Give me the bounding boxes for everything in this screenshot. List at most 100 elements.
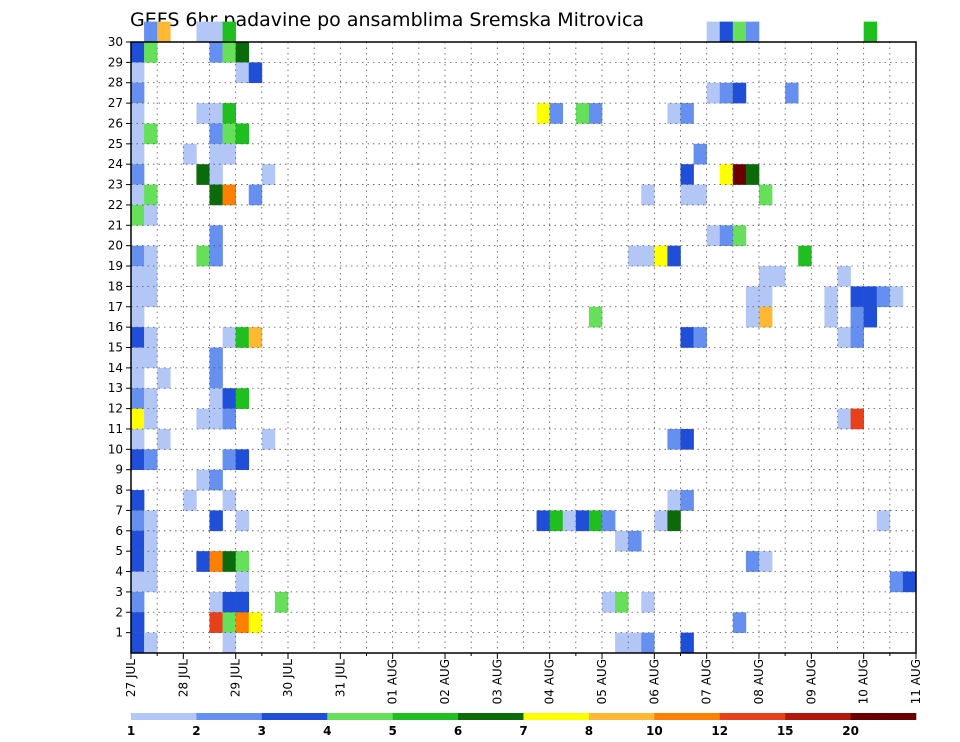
- colorbar-swatch: [131, 713, 197, 720]
- cell-t39-m19: [641, 245, 655, 267]
- y-tick-label: 19: [108, 259, 123, 273]
- cell-t5-m8: [196, 469, 210, 491]
- y-tick-label: 2: [115, 605, 123, 619]
- cell-t31-m26: [536, 103, 550, 124]
- cell-t1-m5: [144, 530, 158, 552]
- y-tick-label: 15: [108, 341, 123, 355]
- cell-t34-m6: [575, 510, 590, 532]
- x-tick-label: 03 AUG: [490, 659, 504, 704]
- cell-t6-m14: [209, 347, 223, 369]
- cell-t53-m17: [824, 286, 838, 308]
- cell-t8-m28: [235, 62, 250, 84]
- x-tick-label: 27 JUL: [124, 659, 138, 697]
- cell-t48-m22: [759, 184, 773, 206]
- cell-t1-m3: [144, 571, 158, 593]
- x-tick-label: 29 JUL: [229, 659, 243, 697]
- cell-t0-m28: [131, 62, 145, 84]
- cell-t36-m6: [602, 510, 616, 532]
- y-tick-label: 29: [108, 55, 123, 69]
- cell-t1-m29: [144, 42, 158, 63]
- cell-t56-m17: [863, 286, 878, 308]
- cell-t2-m13: [157, 367, 171, 389]
- y-tick-label: 13: [108, 381, 123, 395]
- x-tick-label: 01 AUG: [386, 659, 400, 704]
- y-axis: 1234567891011121314151617181920212223242…: [108, 35, 131, 640]
- colorbar-label: 7: [519, 724, 527, 738]
- cell-t47-m17: [745, 286, 760, 308]
- cell-t0-m21: [131, 204, 145, 226]
- y-tick-label: 26: [108, 116, 123, 130]
- cell-t7-m9: [222, 449, 236, 470]
- cell-t5-m30: [196, 21, 210, 43]
- colorbar-label: 3: [258, 724, 266, 738]
- cell-t7-m0: [222, 632, 236, 654]
- cell-t1-m14: [144, 347, 158, 369]
- cell-t7-m29: [222, 42, 236, 63]
- cell-t1-m0: [144, 632, 158, 654]
- cell-t32-m6: [549, 510, 564, 532]
- cell-t46-m23: [732, 164, 747, 185]
- cell-t39-m22: [641, 184, 655, 206]
- cell-t6-m12: [209, 388, 223, 409]
- cell-t6-m29: [209, 42, 223, 63]
- cell-t0-m6: [131, 510, 145, 532]
- y-tick-label: 14: [108, 361, 123, 375]
- y-tick-label: 16: [108, 320, 123, 334]
- cell-t7-m24: [222, 143, 236, 165]
- cell-t50-m27: [785, 82, 799, 104]
- y-tick-label: 17: [108, 300, 123, 314]
- cell-t44-m20: [706, 225, 721, 246]
- cell-t7-m22: [222, 184, 236, 206]
- cell-t1-m4: [144, 551, 158, 572]
- cell-t0-m15: [131, 327, 145, 348]
- cell-t35-m26: [588, 103, 603, 124]
- cell-t32-m26: [549, 103, 564, 124]
- cell-t58-m3: [889, 571, 904, 593]
- colorbar-label: 1: [127, 724, 135, 738]
- cell-t0-m14: [131, 347, 145, 369]
- cell-t45-m20: [719, 225, 734, 246]
- cell-t47-m4: [745, 551, 760, 572]
- cell-t1-m9: [144, 449, 158, 470]
- cell-t7-m7: [222, 490, 236, 511]
- cell-t0-m18: [131, 266, 145, 287]
- chart-title: GEFS 6hr padavine po ansamblima Sremska …: [130, 9, 644, 31]
- colorbar-swatch: [523, 713, 590, 720]
- cell-t0-m13: [131, 367, 145, 389]
- cell-t46-m27: [732, 82, 747, 104]
- cell-t5-m26: [196, 103, 210, 124]
- x-tick-label: 11 AUG: [909, 659, 923, 704]
- y-tick-label: 4: [115, 565, 123, 579]
- colorbar-swatch: [327, 713, 393, 720]
- y-tick-label: 30: [108, 35, 123, 49]
- cell-t6-m2: [209, 591, 223, 613]
- cell-t46-m30: [732, 21, 747, 43]
- cell-t1-m25: [144, 123, 158, 145]
- cell-t37-m5: [615, 530, 629, 552]
- cell-t53-m16: [824, 306, 838, 328]
- cell-t1-m30: [144, 21, 158, 43]
- cell-t0-m9: [131, 449, 145, 470]
- x-tick-label: 04 AUG: [543, 659, 557, 704]
- cell-t39-m0: [641, 632, 655, 654]
- colorbar-label: 12: [711, 724, 728, 738]
- cell-t6-m25: [209, 123, 223, 145]
- x-tick-label: 02 AUG: [438, 659, 452, 704]
- y-tick-label: 27: [108, 96, 123, 110]
- x-tick-label: 10 AUG: [857, 659, 871, 704]
- cell-t7-m30: [222, 21, 236, 43]
- cell-t8-m6: [235, 510, 250, 532]
- y-tick-label: 9: [115, 463, 123, 477]
- colorbar-swatch: [785, 713, 851, 720]
- cell-t10-m10: [261, 428, 276, 450]
- y-tick-label: 20: [108, 239, 123, 253]
- cell-t42-m23: [680, 164, 694, 185]
- cell-t8-m15: [235, 327, 250, 348]
- cell-t36-m2: [602, 591, 616, 613]
- x-tick-label: 31 JUL: [333, 659, 347, 697]
- cell-t31-m6: [536, 510, 550, 532]
- cell-t2-m10: [157, 428, 171, 450]
- cell-t8-m29: [235, 42, 250, 63]
- y-tick-label: 21: [108, 218, 123, 232]
